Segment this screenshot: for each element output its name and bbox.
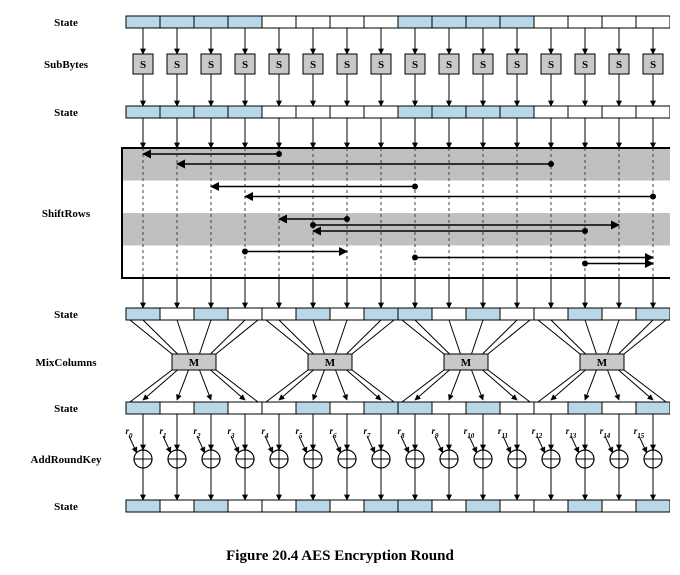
state-row-2 [126, 106, 670, 118]
label-shiftrows: ShiftRows [42, 208, 91, 220]
state-row-4 [126, 402, 670, 414]
state-row-5 [126, 500, 670, 512]
sbox-label: S [242, 59, 248, 71]
round-key-label: r13 [566, 426, 577, 440]
round-key-label: r4 [261, 426, 269, 440]
mbox-label: M [325, 357, 336, 369]
round-key-label: r7 [363, 426, 371, 440]
round-key-label: r15 [634, 426, 645, 440]
mbox-label: M [189, 357, 200, 369]
round-key-label: r6 [329, 426, 337, 440]
round-key-label: r0 [125, 426, 133, 440]
round-key-label: r8 [397, 426, 405, 440]
label-subbytes: SubBytes [44, 59, 89, 71]
round-key-label: r1 [159, 426, 166, 440]
label-state2: State [54, 107, 78, 119]
sbox-label: S [650, 59, 656, 71]
label-mixcolumns: MixColumns [35, 357, 97, 369]
label-state1: State [54, 17, 78, 29]
round-key-label: r11 [498, 426, 508, 440]
sbox-label: S [446, 59, 452, 71]
mbox-label: M [461, 357, 472, 369]
sbox-label: S [412, 59, 418, 71]
round-key-label: r5 [295, 426, 303, 440]
state-row-3 [126, 308, 670, 320]
aes-round-diagram: State SubBytes S S S S S S S S S S S S S S S S State ShiftR… [10, 10, 670, 548]
label-state3: State [54, 309, 78, 321]
sbox-label: S [310, 59, 316, 71]
label-addroundkey: AddRoundKey [31, 454, 102, 466]
mbox-label: M [597, 357, 608, 369]
round-key-label: r2 [193, 426, 201, 440]
round-key-label: r10 [464, 426, 475, 440]
sbox-label: S [582, 59, 588, 71]
sbox-label: S [514, 59, 520, 71]
sbox-label: S [548, 59, 554, 71]
label-state5: State [54, 501, 78, 513]
sbox-label: S [140, 59, 146, 71]
sbox-label: S [344, 59, 350, 71]
sbox-label: S [480, 59, 486, 71]
round-key-label: r14 [600, 426, 611, 440]
sbox-label: S [616, 59, 622, 71]
round-key-label: r3 [227, 426, 235, 440]
sbox-label: S [378, 59, 384, 71]
round-key-label: r9 [431, 426, 439, 440]
figure-caption: Figure 20.4 AES Encryption Round [10, 548, 670, 565]
label-state4: State [54, 403, 78, 415]
sbox-label: S [208, 59, 214, 71]
round-key-label: r12 [532, 426, 543, 440]
sbox-label: S [174, 59, 180, 71]
sbox-label: S [276, 59, 282, 71]
state-row-1 [126, 16, 670, 28]
